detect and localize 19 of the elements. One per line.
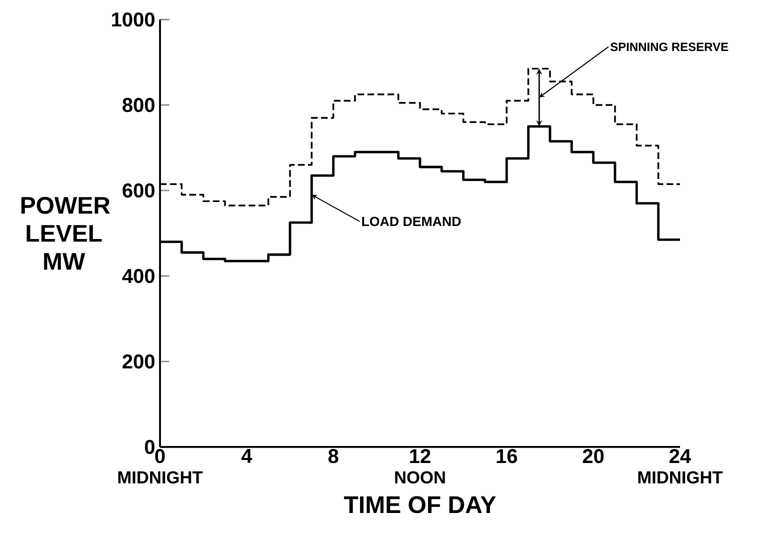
y-tick-label: 400 [122,268,154,284]
x-tick-label: 24 [670,449,692,463]
text: NOON [395,471,445,484]
annotation: LOAD DEMAND [362,216,461,226]
text: MIDNIGHT [118,471,203,484]
x-tick-label: 8 [328,449,338,464]
x-tick-label: 16 [496,449,518,464]
y-tick-label: 800 [122,98,154,112]
x-tick-label: 4 [241,449,252,463]
x-tick-label: 0 [155,449,165,464]
y-tick-label: 1000 [112,12,154,27]
text: MIDNIGHT [638,471,723,484]
annotation: SPINNING RESERVE [610,42,728,52]
x-axis-title: TIME OF DAY [344,496,496,514]
y-axis-title: POWER LEVEL MW [21,196,110,270]
y-tick-label: 200 [122,354,154,369]
x-tick-label: 20 [582,449,604,464]
x-tick-label: 12 [410,449,430,463]
y-tick-label: 600 [122,183,154,198]
